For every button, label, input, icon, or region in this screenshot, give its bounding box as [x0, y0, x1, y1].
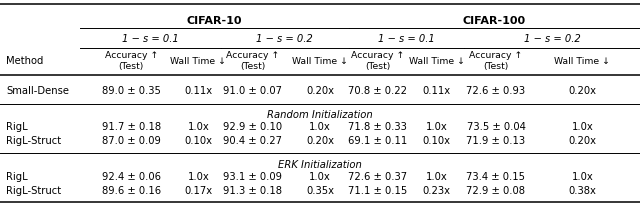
- Text: 71.1 ± 0.15: 71.1 ± 0.15: [348, 185, 407, 195]
- Text: 0.23x: 0.23x: [422, 185, 451, 195]
- Text: 90.4 ± 0.27: 90.4 ± 0.27: [223, 136, 282, 145]
- Text: Wall Time ↓: Wall Time ↓: [408, 56, 465, 65]
- Text: Wall Time ↓: Wall Time ↓: [554, 56, 611, 65]
- Text: 72.6 ± 0.37: 72.6 ± 0.37: [348, 171, 407, 181]
- Text: 93.1 ± 0.09: 93.1 ± 0.09: [223, 171, 282, 181]
- Text: Small-Dense: Small-Dense: [6, 85, 69, 95]
- Text: 71.8 ± 0.33: 71.8 ± 0.33: [348, 122, 407, 132]
- Text: 1.0x: 1.0x: [426, 171, 447, 181]
- Text: 1 − s = 0.1: 1 − s = 0.1: [378, 34, 435, 44]
- Text: 73.4 ± 0.15: 73.4 ± 0.15: [467, 171, 525, 181]
- Text: 91.3 ± 0.18: 91.3 ± 0.18: [223, 185, 282, 195]
- Text: CIFAR-10: CIFAR-10: [187, 16, 242, 26]
- Text: 73.5 ± 0.04: 73.5 ± 0.04: [467, 122, 525, 132]
- Text: 92.4 ± 0.06: 92.4 ± 0.06: [102, 171, 161, 181]
- Text: Random Initialization: Random Initialization: [267, 109, 373, 119]
- Text: 72.9 ± 0.08: 72.9 ± 0.08: [467, 185, 525, 195]
- Text: 89.6 ± 0.16: 89.6 ± 0.16: [102, 185, 161, 195]
- Text: 1.0x: 1.0x: [188, 171, 209, 181]
- Text: 0.11x: 0.11x: [184, 85, 212, 95]
- Text: 0.11x: 0.11x: [422, 85, 451, 95]
- Text: 0.38x: 0.38x: [568, 185, 596, 195]
- Text: Accuracy ↑
(Test): Accuracy ↑ (Test): [226, 51, 280, 70]
- Text: 72.6 ± 0.93: 72.6 ± 0.93: [467, 85, 525, 95]
- Text: 0.20x: 0.20x: [568, 136, 596, 145]
- Text: 0.10x: 0.10x: [422, 136, 451, 145]
- Text: 1.0x: 1.0x: [309, 122, 331, 132]
- Text: RigL: RigL: [6, 171, 28, 181]
- Text: 70.8 ± 0.22: 70.8 ± 0.22: [348, 85, 407, 95]
- Text: 0.35x: 0.35x: [306, 185, 334, 195]
- Text: 92.9 ± 0.10: 92.9 ± 0.10: [223, 122, 282, 132]
- Text: 71.9 ± 0.13: 71.9 ± 0.13: [467, 136, 525, 145]
- Text: ERK Initialization: ERK Initialization: [278, 159, 362, 169]
- Text: 1.0x: 1.0x: [426, 122, 447, 132]
- Text: Accuracy ↑
(Test): Accuracy ↑ (Test): [104, 51, 158, 70]
- Text: 1.0x: 1.0x: [309, 171, 331, 181]
- Text: Accuracy ↑
(Test): Accuracy ↑ (Test): [351, 51, 404, 70]
- Text: 0.20x: 0.20x: [568, 85, 596, 95]
- Text: 0.20x: 0.20x: [306, 85, 334, 95]
- Text: 89.0 ± 0.35: 89.0 ± 0.35: [102, 85, 161, 95]
- Text: RigL-Struct: RigL-Struct: [6, 185, 61, 195]
- Text: Wall Time ↓: Wall Time ↓: [170, 56, 227, 65]
- Text: 1 − s = 0.2: 1 − s = 0.2: [257, 34, 313, 44]
- Text: 0.17x: 0.17x: [184, 185, 212, 195]
- Text: 1.0x: 1.0x: [572, 122, 593, 132]
- Text: RigL: RigL: [6, 122, 28, 132]
- Text: RigL-Struct: RigL-Struct: [6, 136, 61, 145]
- Text: Wall Time ↓: Wall Time ↓: [292, 56, 348, 65]
- Text: 1 − s = 0.2: 1 − s = 0.2: [524, 34, 580, 44]
- Text: Method: Method: [6, 56, 44, 66]
- Text: 91.7 ± 0.18: 91.7 ± 0.18: [102, 122, 161, 132]
- Text: 0.20x: 0.20x: [306, 136, 334, 145]
- Text: 69.1 ± 0.11: 69.1 ± 0.11: [348, 136, 407, 145]
- Text: 91.0 ± 0.07: 91.0 ± 0.07: [223, 85, 282, 95]
- Text: Accuracy ↑
(Test): Accuracy ↑ (Test): [469, 51, 523, 70]
- Text: 87.0 ± 0.09: 87.0 ± 0.09: [102, 136, 161, 145]
- Text: 1.0x: 1.0x: [572, 171, 593, 181]
- Text: 1 − s = 0.1: 1 − s = 0.1: [122, 34, 179, 44]
- Text: 1.0x: 1.0x: [188, 122, 209, 132]
- Text: 0.10x: 0.10x: [184, 136, 212, 145]
- Text: CIFAR-100: CIFAR-100: [463, 16, 526, 26]
